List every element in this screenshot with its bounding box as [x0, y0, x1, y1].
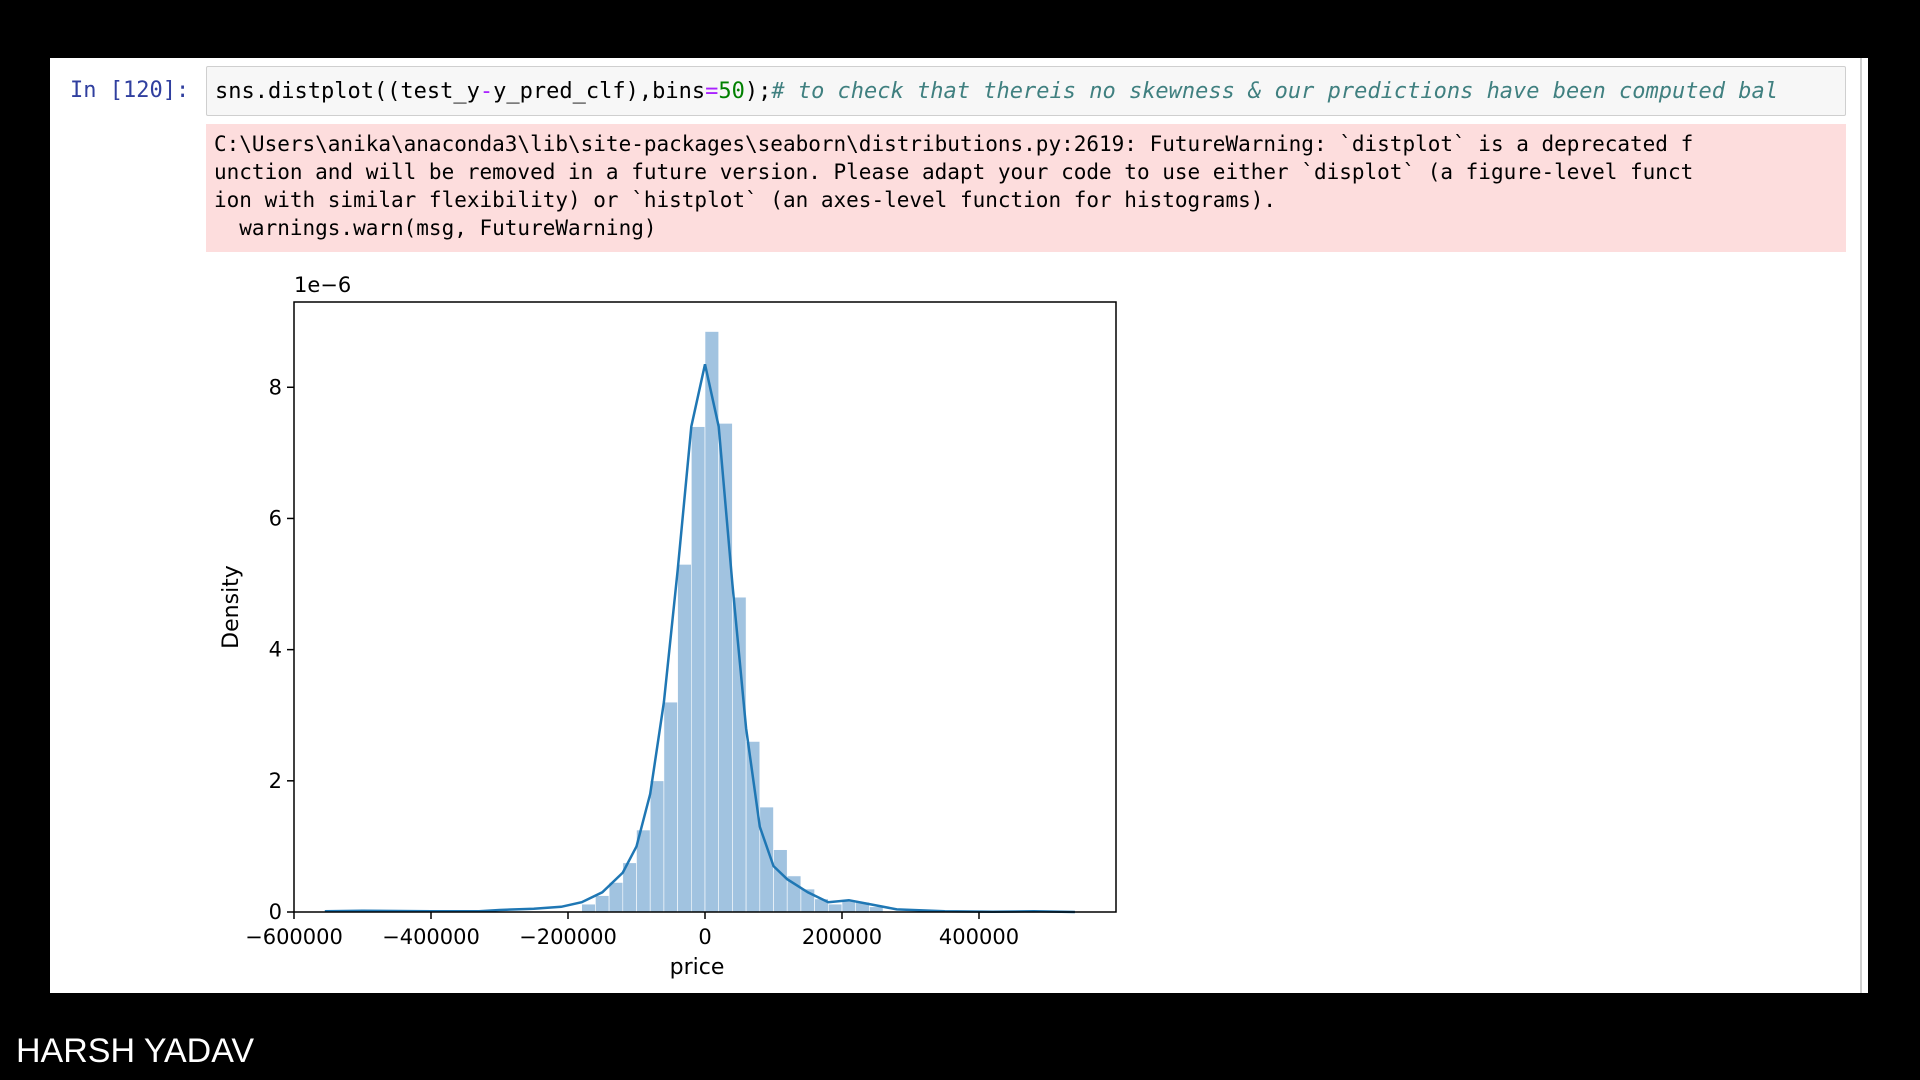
presenter-name: HARSH YADAV: [16, 1032, 255, 1070]
stderr-text: C:\Users\anika\anaconda3\lib\site-packag…: [214, 130, 1693, 242]
code-part2: y_pred_clf),bins: [493, 79, 706, 104]
distplot-chart: −600000 −400000 −200000 0 200000 400000 0 2 4 6 8…: [219, 273, 1117, 980]
code-part3: );: [744, 79, 772, 104]
histogram-bar: [649, 780, 665, 913]
stderr-line: unction and will be removed in a future …: [214, 160, 1694, 184]
x-tick-label: −600000: [245, 925, 343, 949]
y-tick-label: 0: [269, 900, 282, 924]
histogram-bar: [663, 701, 678, 913]
histogram-bar: [773, 849, 788, 913]
code-comment: # to check that thereis no skewness & ou…: [771, 79, 1778, 104]
histogram-bar: [827, 903, 843, 913]
histogram-bar: [677, 564, 692, 913]
stderr-line: warnings.warn(msg, FutureWarning): [214, 216, 657, 240]
y-tick-label: 6: [269, 506, 282, 530]
code-cell-input[interactable]: sns.distplot((test_y-y_pred_clf),bins=50…: [206, 66, 1846, 116]
y-tick-label: 8: [269, 375, 282, 399]
histogram-bar: [595, 895, 610, 913]
x-tick-label: 0: [698, 925, 711, 949]
x-tick-label: −200000: [519, 925, 617, 949]
code-number: 50: [718, 79, 745, 104]
y-axis-ticks: 0 2 4 6 8: [269, 375, 294, 924]
code-operator-minus: -: [479, 79, 494, 104]
stderr-line: ion with similar flexibility) or `histpl…: [214, 188, 1277, 212]
x-axis-label: price: [670, 955, 725, 980]
x-tick-label: 200000: [802, 925, 882, 949]
histogram-bar: [608, 882, 624, 913]
y-tick-label: 4: [269, 638, 282, 662]
stderr-output: C:\Users\anika\anaconda3\lib\site-packag…: [206, 124, 1846, 252]
kde-line: [324, 364, 1075, 914]
histogram-bar: [690, 426, 706, 913]
stderr-line: C:\Users\anika\anaconda3\lib\site-packag…: [214, 132, 1694, 156]
histogram-bar: [745, 741, 761, 913]
histogram-bars: [581, 331, 884, 913]
cell-prompt: In [120]:: [70, 78, 190, 103]
code-operator-equals: =: [705, 79, 719, 104]
code-text[interactable]: sns.distplot((test_y-y_pred_clf),bins=50…: [215, 79, 1778, 104]
y-offset-label: 1e−6: [294, 273, 351, 297]
code-part1: sns.distplot((test_y: [215, 79, 480, 104]
histogram-bar: [581, 903, 596, 913]
y-tick-label: 2: [269, 769, 282, 793]
panel-scroll-border: [1860, 58, 1862, 993]
x-tick-label: 400000: [939, 925, 1019, 949]
x-tick-label: −400000: [382, 925, 480, 949]
x-axis-ticks: −600000 −400000 −200000 0 200000 400000: [245, 912, 1019, 949]
y-axis-label: Density: [219, 565, 244, 649]
